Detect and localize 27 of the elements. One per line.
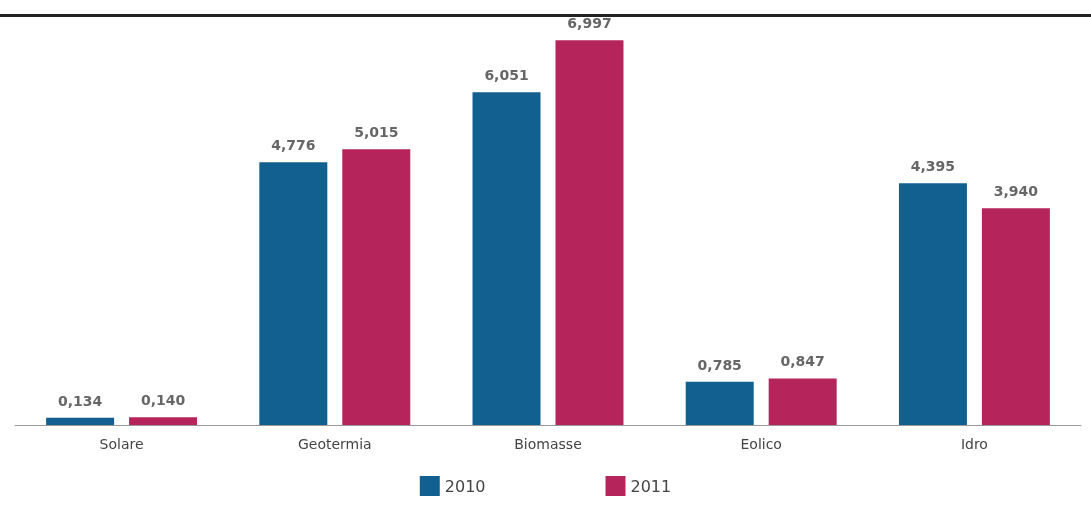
x-tick-label: Solare [99,436,144,452]
data-label: 4,395 [910,158,956,175]
data-label: 5,015 [354,124,399,141]
legend-label: 2010 [444,476,486,496]
x-tick-label: Geotermia [297,436,372,452]
bar [981,208,1050,425]
data-label: 4,776 [271,137,316,154]
bar [342,149,411,425]
bar [685,381,754,425]
bar [768,378,837,425]
data-label: 0,785 [697,356,742,373]
data-label: 3,940 [993,183,1039,200]
legend-label: 2011 [630,476,672,496]
data-label: 6,997 [567,15,612,32]
bar [129,417,198,425]
data-label: 6,051 [484,67,529,84]
x-tick-label: Biomasse [514,436,582,452]
data-label: 0,140 [140,392,186,409]
x-tick-label: Idro [960,436,988,452]
data-label: 0,847 [780,353,825,370]
bar [259,162,328,425]
bar [472,92,541,425]
x-tick-label: Eolico [740,436,782,452]
bar [555,40,624,425]
bar [898,183,967,425]
data-label: 0,134 [57,392,103,409]
bar [46,417,115,425]
